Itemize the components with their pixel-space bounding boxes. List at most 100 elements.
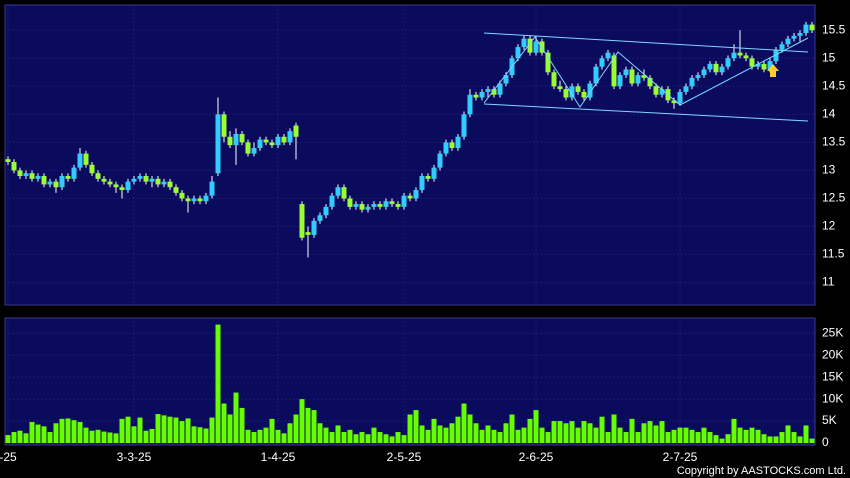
candle-body: [263, 139, 269, 143]
candle-body: [413, 190, 419, 199]
y-tick-label: 14.5: [822, 78, 846, 92]
volume-bar: [521, 427, 527, 443]
volume-bar: [701, 427, 707, 443]
volume-bar: [143, 430, 149, 443]
channel-lower: [483, 103, 809, 122]
candle-body: [785, 38, 791, 45]
candle-body: [281, 136, 287, 143]
volume-bar: [635, 432, 641, 443]
volume-bar: [191, 426, 197, 443]
volume-bar: [305, 407, 311, 443]
volume-bar: [257, 429, 263, 443]
volume-bar: [23, 433, 29, 443]
volume-bar: [239, 407, 245, 443]
volume-bar: [383, 434, 389, 443]
candle-body: [461, 114, 467, 137]
volume-bar: [161, 415, 167, 443]
volume-bar: [503, 423, 509, 443]
candle-body: [359, 204, 365, 210]
candle-body: [317, 215, 323, 221]
volume-bar: [173, 417, 179, 443]
candle-body: [227, 136, 233, 146]
volume-bar: [167, 416, 173, 443]
candle-body: [239, 133, 245, 143]
volume-bar: [425, 429, 431, 443]
candle-body: [437, 153, 443, 168]
candle-body: [167, 181, 173, 188]
volume-bar: [263, 427, 269, 443]
volume-bar: [59, 418, 65, 443]
volume-bar: [575, 427, 581, 443]
candle-body: [275, 136, 281, 146]
candle-body: [377, 204, 383, 207]
channel-upper: [483, 32, 809, 53]
candle-body: [305, 232, 311, 235]
volume-bar: [443, 427, 449, 443]
volume-bar: [107, 432, 113, 443]
volume-tick-label: 10K: [822, 391, 843, 405]
volume-bar: [785, 425, 791, 443]
x-tick-label: -25: [0, 450, 17, 464]
candle-body: [197, 198, 203, 202]
volume-bar: [719, 438, 725, 443]
y-tick-label: 15.5: [822, 22, 846, 36]
volume-bar: [29, 421, 35, 443]
candle-body: [311, 220, 317, 235]
volume-bar: [149, 428, 155, 443]
volume-bar: [683, 427, 689, 443]
volume-bar: [689, 429, 695, 443]
candle-body: [59, 176, 65, 188]
volume-bar: [809, 438, 815, 443]
candle-body: [395, 204, 401, 207]
volume-bar: [401, 435, 407, 443]
candle-body: [527, 38, 533, 53]
volume-bar: [293, 414, 299, 443]
volume-bar: [569, 421, 575, 443]
candle-body: [773, 49, 779, 62]
candle-body: [251, 147, 257, 154]
candle-body: [155, 178, 161, 185]
candle-body: [755, 63, 761, 67]
candle-body: [653, 86, 659, 95]
candle-body: [353, 204, 359, 207]
candle-body: [419, 176, 425, 191]
candle-body: [383, 201, 389, 207]
volume-bar: [455, 416, 461, 443]
candle-body: [485, 89, 491, 92]
volume-bar: [743, 429, 749, 443]
volume-bar: [407, 414, 413, 443]
marks: [5, 21, 815, 443]
candle-body: [41, 176, 47, 185]
candle-body: [329, 195, 335, 207]
volume-bar: [215, 324, 221, 443]
candle-body: [779, 44, 785, 50]
candle-body: [185, 198, 191, 202]
volume-bar: [761, 434, 767, 443]
candle-body: [389, 201, 395, 205]
grid: 11 11.5 12 12.5 13 13.5 14 14.5 15 15.5 0 5K 10K 15K 2…: [0, 5, 846, 464]
candle-body: [617, 75, 623, 87]
volume-bar: [137, 417, 143, 443]
candle-body: [179, 192, 185, 199]
volume-bar: [89, 430, 95, 443]
trend-lines: [483, 32, 809, 122]
volume-bar: [101, 431, 107, 443]
volume-bar: [125, 416, 131, 443]
candle-body: [245, 142, 251, 154]
volume-bar: [311, 410, 317, 443]
candle-body: [455, 136, 461, 148]
candle-body: [221, 114, 227, 137]
volume-bar: [131, 426, 137, 443]
candle-body: [131, 178, 137, 182]
volume-bar: [41, 426, 47, 443]
volume-bar: [629, 418, 635, 443]
candle-body: [689, 77, 695, 87]
candle-body: [719, 66, 725, 73]
volume-bar: [353, 434, 359, 443]
volume-bar: [479, 429, 485, 443]
candle-body: [143, 176, 149, 182]
volume-bar: [599, 416, 605, 443]
volume-bar: [35, 424, 41, 443]
copyright: Copyright by AASTOCKS.com Ltd.: [677, 465, 846, 477]
volume-bar: [71, 420, 77, 443]
